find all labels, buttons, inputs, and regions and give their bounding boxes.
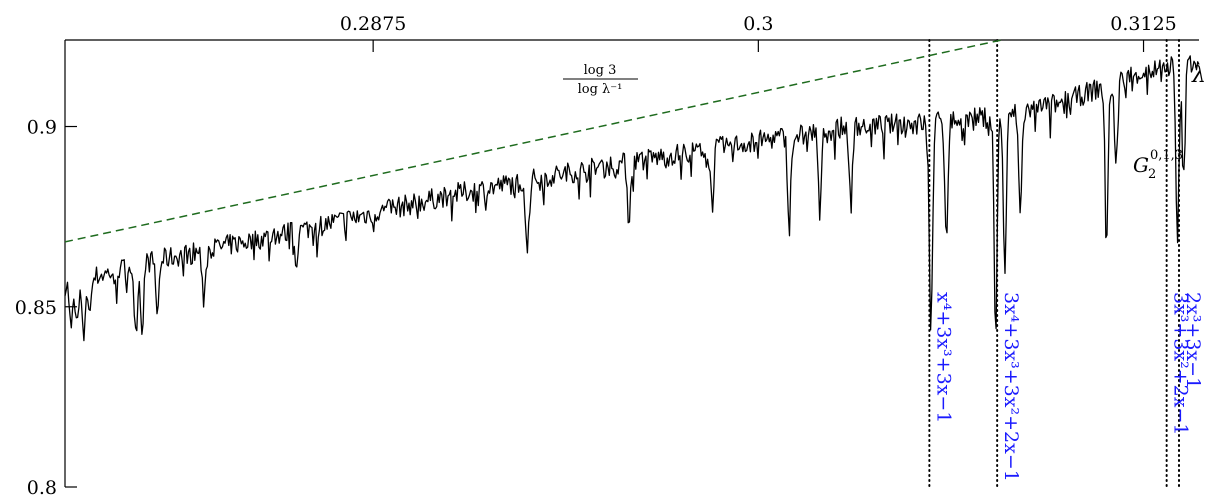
tick-labels: 0.2875 0.3 0.3125 0.8 0.85 0.9 <box>15 13 1177 499</box>
annotation-label: 3x⁴+3x³+3x²+2x−1 <box>1000 292 1022 482</box>
annotation-label: 3x³+3x²+2x−1 <box>1170 292 1192 436</box>
dashed-line-label: log 3 log λ⁻¹ <box>563 63 638 97</box>
annotation-labels: x⁴+3x³+3x−1 3x⁴+3x³+3x²+2x−1 3x³+3x²+2x−12… <box>932 292 1204 482</box>
series-group <box>64 38 1200 342</box>
y-tick-label: 0.85 <box>15 297 57 319</box>
dashed-series-line <box>64 38 1006 243</box>
group-label-sub: 2 <box>1148 167 1156 182</box>
y-tick-label: 0.8 <box>27 477 57 499</box>
spectrum-series-line <box>64 55 1200 342</box>
annotation-label: x⁴+3x³+3x−1 <box>932 292 954 423</box>
x-axis-label: λ <box>1191 63 1206 88</box>
y-tick-label: 0.9 <box>27 117 57 139</box>
group-label-sup: 0,1,3 <box>1150 148 1183 163</box>
annotation-lines <box>928 39 1180 488</box>
x-tick-label: 0.2875 <box>340 13 406 35</box>
x-tick-label: 0.3125 <box>1110 13 1176 35</box>
group-label: G 2 0,1,3 <box>1133 148 1183 182</box>
frac-numerator: log 3 <box>584 63 617 78</box>
annotation-label: 2x³+3x−1 <box>1182 292 1204 389</box>
group-label-main: G <box>1133 153 1149 177</box>
tick-marks <box>65 40 1145 488</box>
frac-denominator: log λ⁻¹ <box>578 82 623 97</box>
axes <box>64 39 1199 487</box>
x-tick-label: 0.3 <box>743 13 773 35</box>
